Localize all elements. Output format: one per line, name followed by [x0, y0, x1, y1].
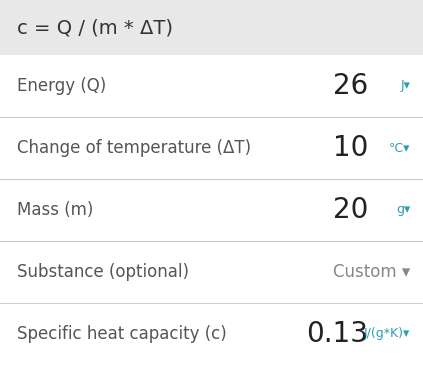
Text: J▾: J▾	[401, 79, 410, 92]
Text: Energy (Q): Energy (Q)	[17, 77, 106, 95]
Text: J/(g*K)▾: J/(g*K)▾	[364, 328, 410, 340]
Text: 10: 10	[333, 134, 368, 162]
Text: Change of temperature (ΔT): Change of temperature (ΔT)	[17, 139, 251, 157]
Text: Custom ▾: Custom ▾	[333, 263, 410, 281]
Bar	[0, 0, 423, 55]
Text: 26: 26	[333, 72, 368, 100]
Text: Mass (m): Mass (m)	[17, 201, 93, 219]
Text: c = Q / (m * ΔT): c = Q / (m * ΔT)	[17, 18, 173, 37]
Text: 0.13: 0.13	[306, 320, 368, 348]
Text: g▾: g▾	[396, 204, 410, 216]
Text: 20: 20	[333, 196, 368, 224]
Text: Specific heat capacity (c): Specific heat capacity (c)	[17, 325, 227, 343]
Text: Substance (optional): Substance (optional)	[17, 263, 189, 281]
Text: °C▾: °C▾	[389, 142, 410, 155]
